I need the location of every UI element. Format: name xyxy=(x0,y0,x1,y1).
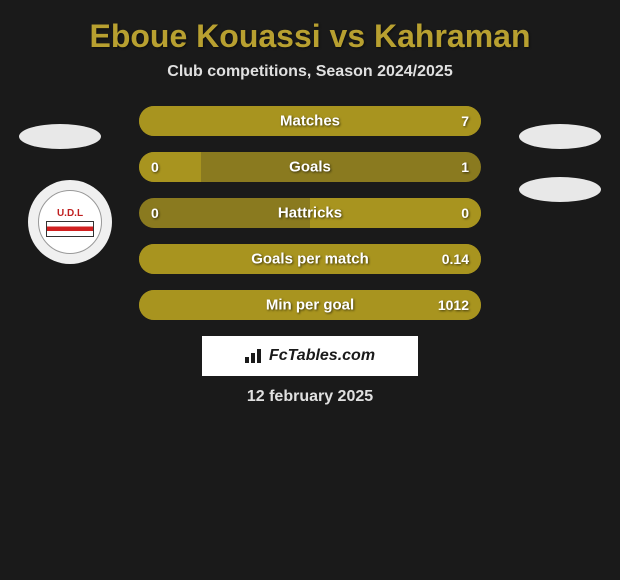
player-right-club-avatar xyxy=(519,177,601,202)
stat-label: Matches xyxy=(280,113,340,130)
stat-label: Goals xyxy=(289,159,331,176)
stat-value-left: 0 xyxy=(151,205,159,221)
comparison-title: Eboue Kouassi vs Kahraman xyxy=(0,0,620,63)
stat-bar-hattricks: 0 Hattricks 0 xyxy=(139,198,481,228)
stat-value-right: 7 xyxy=(461,113,469,129)
stat-label: Hattricks xyxy=(278,205,342,222)
stat-bar-goals-per-match: Goals per match 0.14 xyxy=(139,244,481,274)
stat-value-right: 1 xyxy=(461,159,469,175)
player-left-club-logo: U.D.L xyxy=(28,180,112,264)
stat-bar-min-per-goal: Min per goal 1012 xyxy=(139,290,481,320)
club-logo-text: U.D.L xyxy=(57,208,83,219)
stat-bar-matches: Matches 7 xyxy=(139,106,481,136)
stat-value-left: 0 xyxy=(151,159,159,175)
stat-value-right: 1012 xyxy=(438,297,469,313)
player-right-avatar xyxy=(519,124,601,149)
bar-chart-icon xyxy=(245,349,263,363)
watermark: FcTables.com xyxy=(202,336,418,376)
comparison-subtitle: Club competitions, Season 2024/2025 xyxy=(0,63,620,81)
stat-label: Goals per match xyxy=(251,251,369,268)
stat-value-right: 0.14 xyxy=(442,251,469,267)
stat-value-right: 0 xyxy=(461,205,469,221)
stat-label: Min per goal xyxy=(266,297,354,314)
stat-fill xyxy=(139,152,201,182)
stats-container: Matches 7 0 Goals 1 0 Hattricks 0 Goals … xyxy=(139,106,481,320)
player-left-avatar xyxy=(19,124,101,149)
date-text: 12 february 2025 xyxy=(0,388,620,406)
watermark-text: FcTables.com xyxy=(269,347,375,365)
stat-bar-goals: 0 Goals 1 xyxy=(139,152,481,182)
